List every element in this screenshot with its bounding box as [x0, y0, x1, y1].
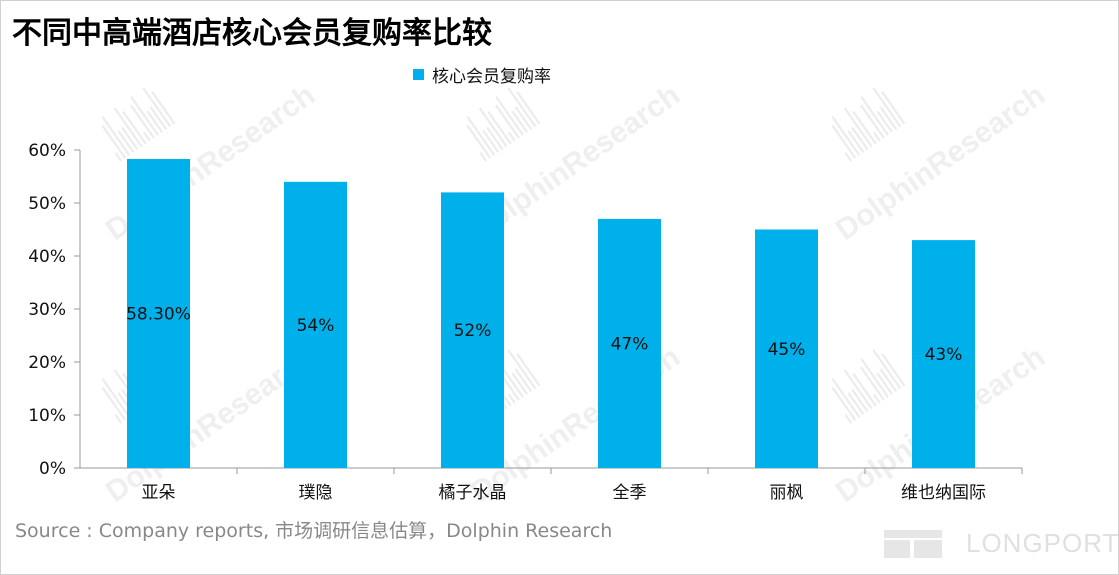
y-tick-label: 10% [28, 406, 66, 426]
data-label: 47% [611, 334, 649, 354]
y-tick-label: 30% [28, 300, 66, 320]
bar [598, 218, 661, 468]
watermark: DolphinResearch [830, 78, 1051, 247]
x-tick-label: 亚朵 [142, 483, 176, 503]
x-tick-label: 璞隐 [299, 483, 333, 503]
y-tick-label: 40% [28, 247, 66, 267]
chart-title: 不同中高端酒店核心会员复购率比较 [12, 16, 492, 51]
bar [441, 192, 504, 468]
data-label: 45% [768, 340, 806, 360]
y-tick-label: 20% [28, 353, 66, 373]
y-tick-label: 60% [28, 141, 66, 161]
y-tick-label: 50% [28, 194, 66, 214]
svg-text:DolphinResearch: DolphinResearch [830, 78, 1051, 247]
legend-label: 核心会员复购率 [432, 67, 551, 87]
bar [127, 159, 190, 468]
bar [284, 181, 347, 469]
legend-swatch [413, 69, 424, 80]
data-label: 43% [925, 345, 963, 365]
data-label: 54% [297, 316, 335, 336]
longport-logo: LONGPORT [884, 528, 1119, 559]
data-label: 58.30% [126, 305, 191, 325]
source-note: Source : Company reports, 市场调研信息估算，Dolph… [15, 520, 613, 542]
longport-logo-text: LONGPORT [966, 528, 1119, 558]
longport-logo-mark [884, 529, 942, 558]
bar [912, 240, 975, 468]
y-tick-label: 0% [39, 459, 66, 479]
x-tick-label: 丽枫 [770, 483, 804, 503]
data-label: 52% [454, 321, 492, 341]
x-tick-label: 维也纳国际 [901, 483, 986, 503]
chart-legend: 核心会员复购率 [413, 62, 551, 87]
x-tick-label: 全季 [613, 483, 647, 503]
x-tick-label: 橘子水晶 [439, 483, 507, 503]
bar [755, 229, 818, 468]
